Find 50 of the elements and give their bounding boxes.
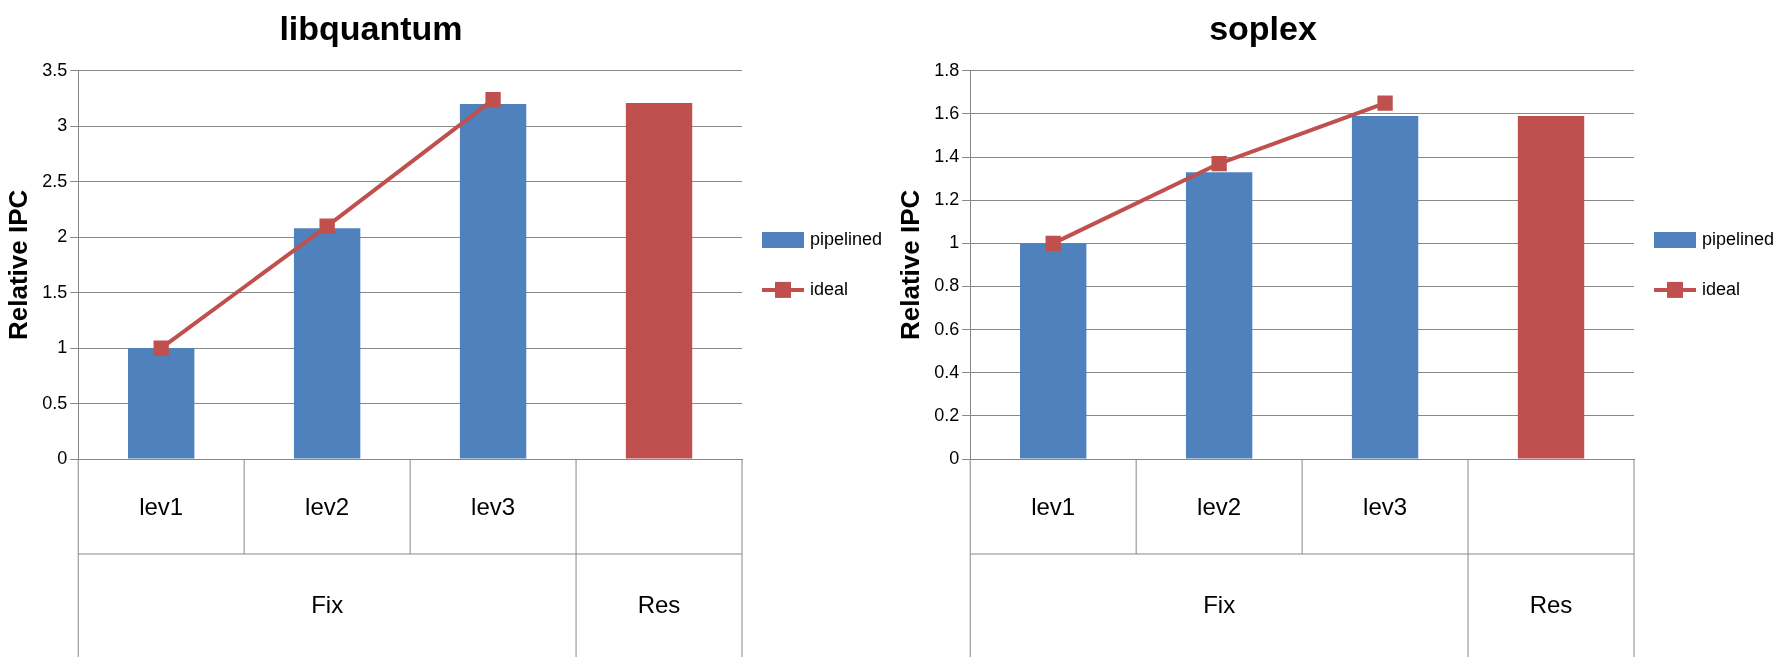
legend-label: pipelined xyxy=(810,228,883,249)
y-tick-label: 0 xyxy=(949,447,960,468)
y-tick-label: 1.8 xyxy=(934,59,960,80)
point xyxy=(1377,95,1393,111)
y-tick-label: 0.5 xyxy=(42,392,68,413)
text: Fix xyxy=(1203,591,1236,619)
bar xyxy=(128,348,195,459)
y-tick-label: 1 xyxy=(57,337,68,358)
y-tick-label: 0.4 xyxy=(934,361,960,382)
y-tick-label: 3 xyxy=(57,115,68,136)
bar xyxy=(1020,243,1087,459)
point xyxy=(319,218,335,234)
x-tick-label: lev1 xyxy=(1031,493,1076,521)
y-tick-label: 1.5 xyxy=(42,281,68,302)
legend-label: pipelined xyxy=(1702,228,1775,249)
y-tick-label: 2.5 xyxy=(42,170,68,191)
y-tick-label: 3.5 xyxy=(42,59,68,80)
x-tick-label: lev3 xyxy=(471,493,516,521)
x-tick-label: lev3 xyxy=(1363,493,1408,521)
text: Fix xyxy=(311,591,344,619)
point xyxy=(1211,155,1227,172)
chart-title: libquantum xyxy=(279,8,463,47)
y-tick-label: 1.2 xyxy=(934,189,960,210)
bar xyxy=(293,228,361,459)
y-tick-label: 0.8 xyxy=(934,275,960,296)
y-tick-label: 0 xyxy=(57,447,68,468)
y-tick-label: 0.2 xyxy=(934,404,960,425)
x-tick-label: lev2 xyxy=(305,493,350,521)
y-tick-label: 1.6 xyxy=(934,102,960,123)
y-axis-title: Relative IPC xyxy=(894,189,925,341)
x-tick-label: lev2 xyxy=(1197,493,1242,521)
y-tick-label: 1 xyxy=(949,232,960,253)
bar xyxy=(625,102,693,459)
y-tick-label: 2 xyxy=(57,226,68,247)
legend-label: ideal xyxy=(1702,278,1741,299)
bar xyxy=(459,104,527,459)
y-tick-label: 1.4 xyxy=(934,146,960,167)
chart-title: soplex xyxy=(1209,8,1317,47)
text: Res xyxy=(1529,591,1573,619)
bar xyxy=(1185,172,1253,459)
y-axis-title: Relative IPC xyxy=(2,189,33,341)
point xyxy=(153,340,169,356)
point xyxy=(485,91,501,108)
legend-label: ideal xyxy=(810,278,849,299)
text: Res xyxy=(637,591,681,619)
bar xyxy=(1517,116,1585,459)
y-tick-label: 0.6 xyxy=(934,318,960,339)
bar xyxy=(1351,116,1419,459)
point xyxy=(1045,235,1061,251)
x-tick-label: lev1 xyxy=(139,493,184,521)
